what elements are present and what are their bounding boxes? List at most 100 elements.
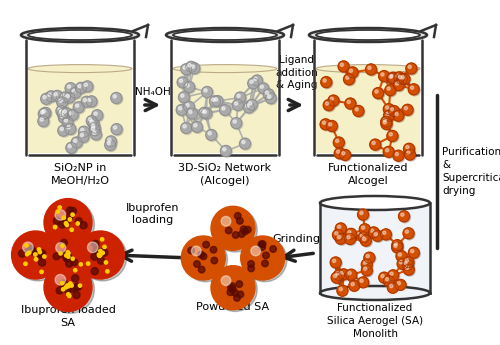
Text: Functionalized
Silica Aerogel (SA)
Monolith: Functionalized Silica Aerogel (SA) Monol… [327, 303, 423, 339]
Circle shape [390, 107, 400, 118]
Circle shape [397, 282, 400, 285]
Circle shape [180, 79, 182, 82]
Circle shape [90, 120, 94, 124]
Circle shape [178, 107, 182, 110]
Circle shape [394, 244, 397, 247]
Circle shape [386, 112, 389, 116]
Circle shape [402, 259, 413, 270]
Circle shape [42, 109, 45, 113]
Circle shape [92, 130, 102, 141]
Circle shape [394, 72, 405, 83]
Circle shape [18, 250, 26, 257]
Circle shape [58, 108, 68, 119]
Circle shape [373, 231, 384, 242]
Circle shape [347, 67, 358, 78]
Circle shape [70, 111, 73, 115]
Circle shape [406, 63, 417, 74]
Circle shape [346, 228, 356, 239]
Circle shape [398, 76, 402, 79]
Circle shape [384, 111, 396, 122]
Circle shape [406, 150, 416, 161]
Circle shape [86, 116, 98, 127]
Circle shape [211, 206, 255, 250]
Circle shape [62, 94, 65, 97]
Circle shape [360, 224, 370, 235]
Circle shape [188, 247, 194, 254]
Circle shape [388, 271, 400, 282]
Circle shape [365, 253, 376, 264]
Circle shape [66, 284, 69, 287]
Circle shape [211, 257, 218, 264]
Circle shape [41, 108, 52, 119]
Ellipse shape [173, 65, 277, 72]
Circle shape [321, 120, 332, 131]
Circle shape [48, 234, 93, 280]
Circle shape [185, 82, 196, 93]
Circle shape [263, 89, 274, 100]
Circle shape [408, 84, 419, 95]
Ellipse shape [173, 30, 277, 40]
Circle shape [388, 106, 400, 117]
Text: Ligand
addition
& Aging: Ligand addition & Aging [275, 55, 318, 90]
Circle shape [199, 107, 210, 118]
Circle shape [335, 149, 346, 160]
Circle shape [186, 61, 196, 72]
Circle shape [86, 96, 97, 107]
Circle shape [184, 238, 228, 282]
Circle shape [362, 266, 374, 277]
Circle shape [198, 266, 205, 273]
Text: Ibuprofen
loading: Ibuprofen loading [126, 203, 179, 225]
Circle shape [62, 117, 73, 128]
Circle shape [91, 267, 98, 275]
Circle shape [378, 272, 390, 283]
Circle shape [68, 218, 71, 221]
Circle shape [73, 291, 80, 298]
Text: NH₄OH: NH₄OH [134, 87, 170, 97]
Circle shape [266, 91, 268, 94]
Circle shape [42, 94, 52, 105]
Circle shape [323, 79, 326, 82]
Circle shape [73, 102, 84, 113]
Circle shape [248, 265, 254, 272]
Circle shape [362, 265, 372, 276]
Circle shape [252, 76, 264, 87]
Circle shape [182, 124, 192, 135]
Circle shape [208, 132, 212, 135]
Circle shape [398, 253, 402, 256]
Circle shape [88, 242, 98, 253]
Circle shape [331, 258, 342, 269]
Circle shape [26, 253, 29, 256]
Circle shape [403, 257, 414, 268]
Circle shape [339, 62, 350, 73]
Circle shape [334, 137, 344, 148]
Circle shape [55, 210, 66, 220]
Circle shape [200, 108, 211, 119]
Circle shape [393, 80, 404, 91]
Circle shape [384, 276, 396, 287]
Circle shape [346, 99, 357, 110]
Circle shape [246, 104, 249, 108]
Circle shape [82, 81, 93, 92]
Circle shape [89, 125, 100, 136]
Circle shape [382, 231, 386, 234]
Bar [173, 37, 277, 70]
Circle shape [240, 138, 250, 149]
Circle shape [237, 94, 240, 98]
Circle shape [62, 288, 65, 291]
Circle shape [244, 226, 251, 233]
Ellipse shape [316, 30, 420, 40]
Circle shape [92, 127, 94, 130]
Text: Ibuprofen loaded
SA: Ibuprofen loaded SA [20, 305, 116, 328]
Circle shape [192, 246, 201, 256]
Circle shape [62, 220, 70, 227]
Circle shape [186, 108, 198, 119]
Ellipse shape [28, 65, 132, 72]
Circle shape [396, 250, 407, 262]
Circle shape [322, 78, 333, 89]
Circle shape [202, 88, 213, 99]
Circle shape [94, 112, 97, 115]
Circle shape [396, 280, 407, 292]
Circle shape [338, 236, 340, 239]
Circle shape [82, 97, 93, 108]
Circle shape [48, 93, 51, 96]
